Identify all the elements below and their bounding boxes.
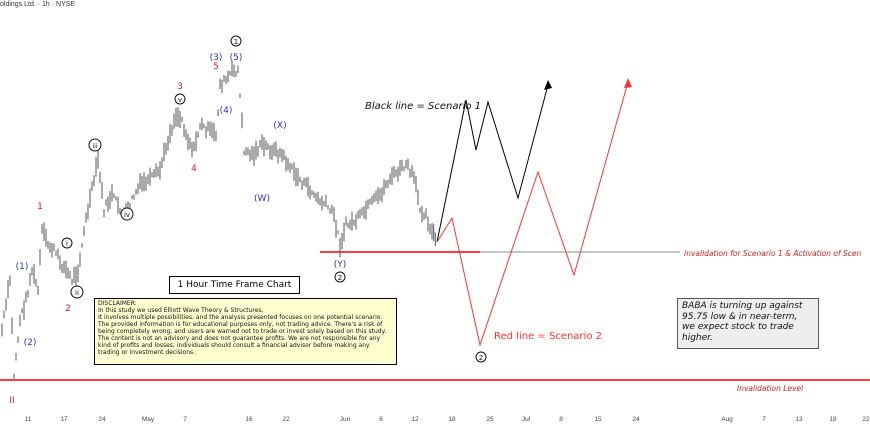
wave-label: (4) [220, 106, 233, 116]
x-tick-label: 6 [379, 416, 383, 423]
disclaimer-box: DISCLAIMER: In this study we used Elliot… [94, 298, 397, 365]
scenario-1-label: Black line = Scenario 1 [365, 101, 481, 112]
x-tick-label: 25 [486, 416, 494, 423]
invalidation-scenario1-label: Invalidation for Scenario 1 & Activation… [684, 249, 862, 258]
wave-label-circle [174, 93, 186, 105]
wave-label: iv [124, 211, 130, 219]
x-tick-label: 16 [245, 416, 253, 423]
candles [1, 60, 436, 379]
chart-text: Black line = Scenario 1 Red line = Scenar… [365, 101, 862, 393]
wave-label-circle [475, 351, 487, 363]
x-tick-label: 15 [594, 416, 602, 423]
wave-label: (1) [16, 262, 29, 272]
wave-label: 4 [191, 164, 197, 174]
x-tick-label: 12 [411, 416, 419, 423]
x-tick-label: Jun [340, 416, 351, 423]
disclaimer-title: DISCLAIMER: [98, 300, 137, 307]
wave-label: 3 [177, 82, 183, 92]
timeframe-box: 1 Hour Time Frame Chart [169, 276, 300, 294]
wave-label-circle [61, 237, 73, 249]
wave-label: II [9, 396, 14, 406]
x-axis: 11 17 24 May 7 16 22 Jun 6 12 18 25 Jul 8 15 24 Aug 7 13 18… [25, 416, 870, 423]
scenario-2-label: Red line = Scenario 2 [494, 331, 602, 342]
x-tick-label: 22 [282, 416, 290, 423]
analysis-note: BABA is turning up against 95.75 low & i… [677, 298, 819, 349]
x-tick-label: Jul [522, 416, 531, 423]
wave-label: 1 [37, 202, 43, 212]
wave-label-circle [334, 271, 346, 283]
wave-label-circle [120, 207, 134, 221]
wave-label: iii [92, 143, 97, 150]
wave-label: 5 [213, 62, 219, 72]
chart-header: oldings Ltd. · 1h · NYSE [0, 1, 76, 8]
x-tick-label: 22 [862, 416, 870, 423]
x-tick-label: 24 [98, 416, 106, 423]
x-tick-label: 18 [829, 416, 837, 423]
wave-label: 2 [65, 304, 71, 314]
wave-label: (3) [210, 53, 223, 63]
wave-labels: (1)(2)12iiiiiiivv345(3)(4)(5)1(W)(X)(Y)2… [9, 35, 487, 406]
wave-label-circle [70, 285, 84, 299]
wave-label: (X) [273, 121, 286, 131]
wave-label: (W) [254, 194, 270, 204]
x-tick-label: 17 [60, 416, 68, 423]
x-tick-label: 7 [762, 416, 766, 423]
x-tick-label: May [142, 416, 155, 423]
wave-label: (Y) [334, 260, 347, 270]
x-tick-label: 24 [632, 416, 640, 423]
wave-label: 2 [479, 354, 483, 362]
x-tick-label: 7 [183, 416, 187, 423]
invalidation-level-label: Invalidation Level [737, 384, 804, 393]
wave-label: ii [75, 289, 79, 297]
wave-label: v [178, 96, 182, 104]
wave-label: 1 [234, 38, 238, 46]
wave-label: 2 [338, 274, 342, 282]
x-tick-label: 11 [25, 416, 32, 423]
wave-label: (2) [24, 338, 37, 348]
x-tick-label: 8 [559, 416, 563, 423]
x-tick-label: Aug [721, 416, 733, 423]
scenario-1-path [436, 84, 549, 243]
scenario-paths [436, 78, 632, 347]
x-tick-label: 13 [795, 416, 803, 423]
x-tick-label: 18 [448, 416, 456, 423]
disclaimer-body: In this study we used Elliott Wave Theor… [98, 307, 387, 356]
wave-label: (5) [230, 53, 243, 63]
scenario-2-path [436, 81, 629, 347]
wave-label: i [66, 240, 68, 248]
scenario-1-arrowhead [544, 80, 552, 90]
wave-label-circle [88, 138, 102, 152]
wave-label-circle [230, 35, 242, 47]
scenario-2-arrowhead [624, 78, 632, 88]
